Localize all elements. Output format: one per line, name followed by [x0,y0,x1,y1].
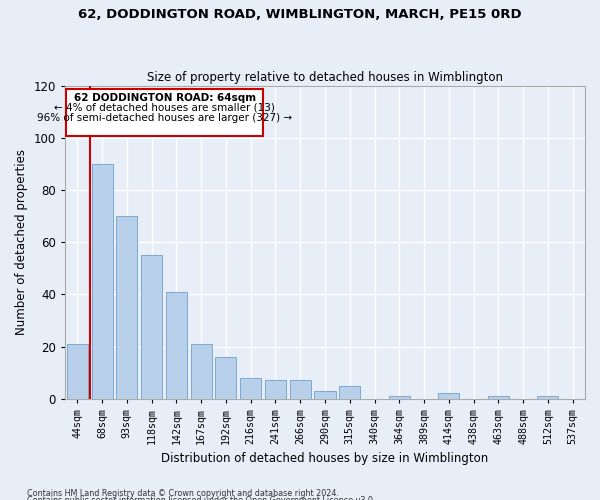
Bar [116,216,137,398]
Bar [538,396,559,398]
Bar [438,394,460,398]
Bar [389,396,410,398]
Bar [488,396,509,398]
Text: Contains HM Land Registry data © Crown copyright and database right 2024.: Contains HM Land Registry data © Crown c… [27,488,339,498]
Bar [141,256,162,398]
Text: 96% of semi-detached houses are larger (327) →: 96% of semi-detached houses are larger (… [37,114,292,124]
Bar [67,344,88,399]
Bar [215,357,236,399]
Bar [265,380,286,398]
Bar [314,391,335,398]
Title: Size of property relative to detached houses in Wimblington: Size of property relative to detached ho… [147,70,503,84]
Bar [166,292,187,399]
Bar [240,378,261,398]
Bar [191,344,212,399]
Text: 62, DODDINGTON ROAD, WIMBLINGTON, MARCH, PE15 0RD: 62, DODDINGTON ROAD, WIMBLINGTON, MARCH,… [78,8,522,20]
Text: Contains public sector information licensed under the Open Government Licence v3: Contains public sector information licen… [27,496,376,500]
X-axis label: Distribution of detached houses by size in Wimblington: Distribution of detached houses by size … [161,452,488,465]
Text: ← 4% of detached houses are smaller (13): ← 4% of detached houses are smaller (13) [54,103,275,113]
Bar [92,164,113,398]
Y-axis label: Number of detached properties: Number of detached properties [15,150,28,336]
Bar [339,386,360,398]
Bar [290,380,311,398]
Text: 62 DODDINGTON ROAD: 64sqm: 62 DODDINGTON ROAD: 64sqm [74,92,256,102]
FancyBboxPatch shape [66,88,263,136]
